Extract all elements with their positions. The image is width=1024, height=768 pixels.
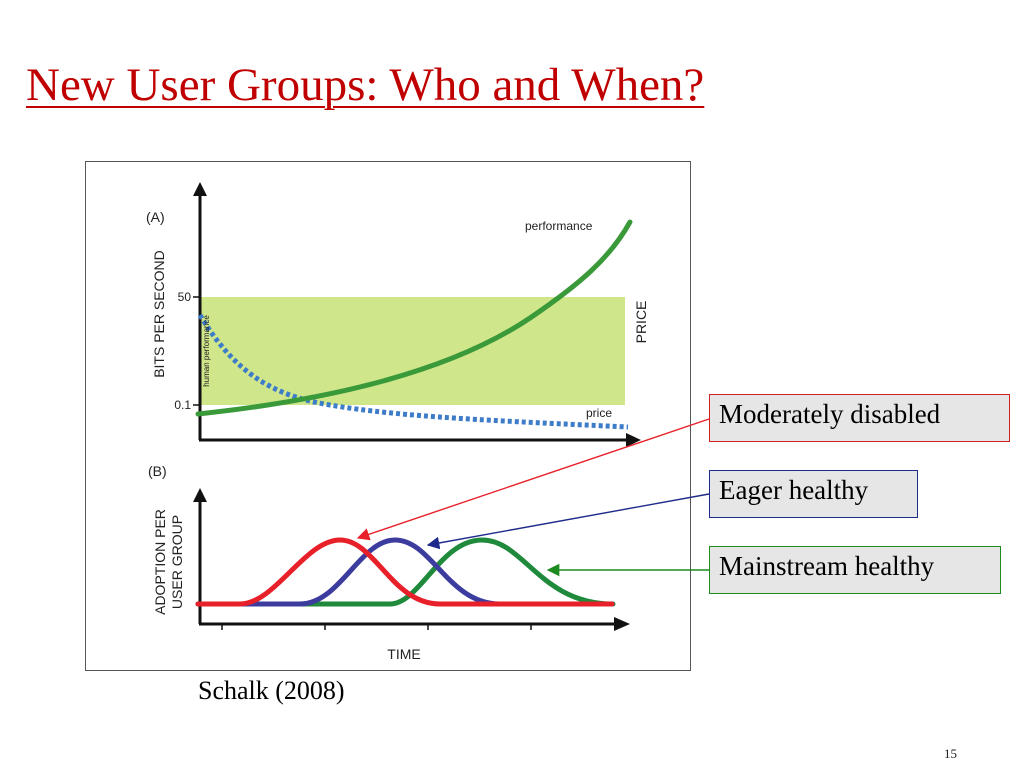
eager-healthy-curve bbox=[195, 537, 615, 607]
human-performance-label: human performance bbox=[202, 315, 211, 387]
eager-healthy-label: Eager healthy bbox=[709, 470, 918, 518]
performance-curve bbox=[195, 219, 633, 417]
figure-frame bbox=[85, 161, 691, 671]
moderately-disabled-arrow bbox=[356, 418, 710, 541]
price-label: price bbox=[586, 406, 612, 420]
panel-b-y-arrowhead bbox=[193, 488, 207, 502]
mainstream-healthy-label: Mainstream healthy bbox=[709, 546, 1001, 594]
bits-per-second-label: BITS PER SECOND bbox=[151, 250, 167, 378]
mainstream-healthy-curve bbox=[195, 537, 616, 607]
performance-label: performance bbox=[525, 219, 593, 233]
panel-b-label: (B) bbox=[148, 463, 167, 479]
page-number: 15 bbox=[944, 746, 957, 761]
tick-50-label: 50 bbox=[178, 290, 192, 304]
adoption-label-line1: ADOPTION PER bbox=[152, 509, 168, 615]
panel-a-y-arrowhead bbox=[193, 182, 207, 196]
price-curve bbox=[197, 313, 629, 430]
moderately-disabled-label: Moderately disabled bbox=[709, 394, 1010, 442]
moderately-disabled-curve bbox=[195, 537, 615, 607]
human-performance-band bbox=[200, 297, 625, 405]
slide-title: New User Groups: Who and When? bbox=[26, 59, 705, 111]
panel-b-x-arrowhead bbox=[614, 617, 630, 631]
price-axis-label: PRICE bbox=[633, 301, 649, 344]
adoption-label-line2: USER GROUP bbox=[169, 515, 185, 609]
panel-a-label: (A) bbox=[146, 209, 165, 225]
time-axis-label: TIME bbox=[387, 646, 420, 662]
citation: Schalk (2008) bbox=[198, 676, 345, 705]
panel-a-x-arrowhead bbox=[626, 433, 641, 447]
eager-healthy-arrow bbox=[426, 493, 710, 550]
tick-0-1-label: 0.1 bbox=[174, 398, 191, 412]
